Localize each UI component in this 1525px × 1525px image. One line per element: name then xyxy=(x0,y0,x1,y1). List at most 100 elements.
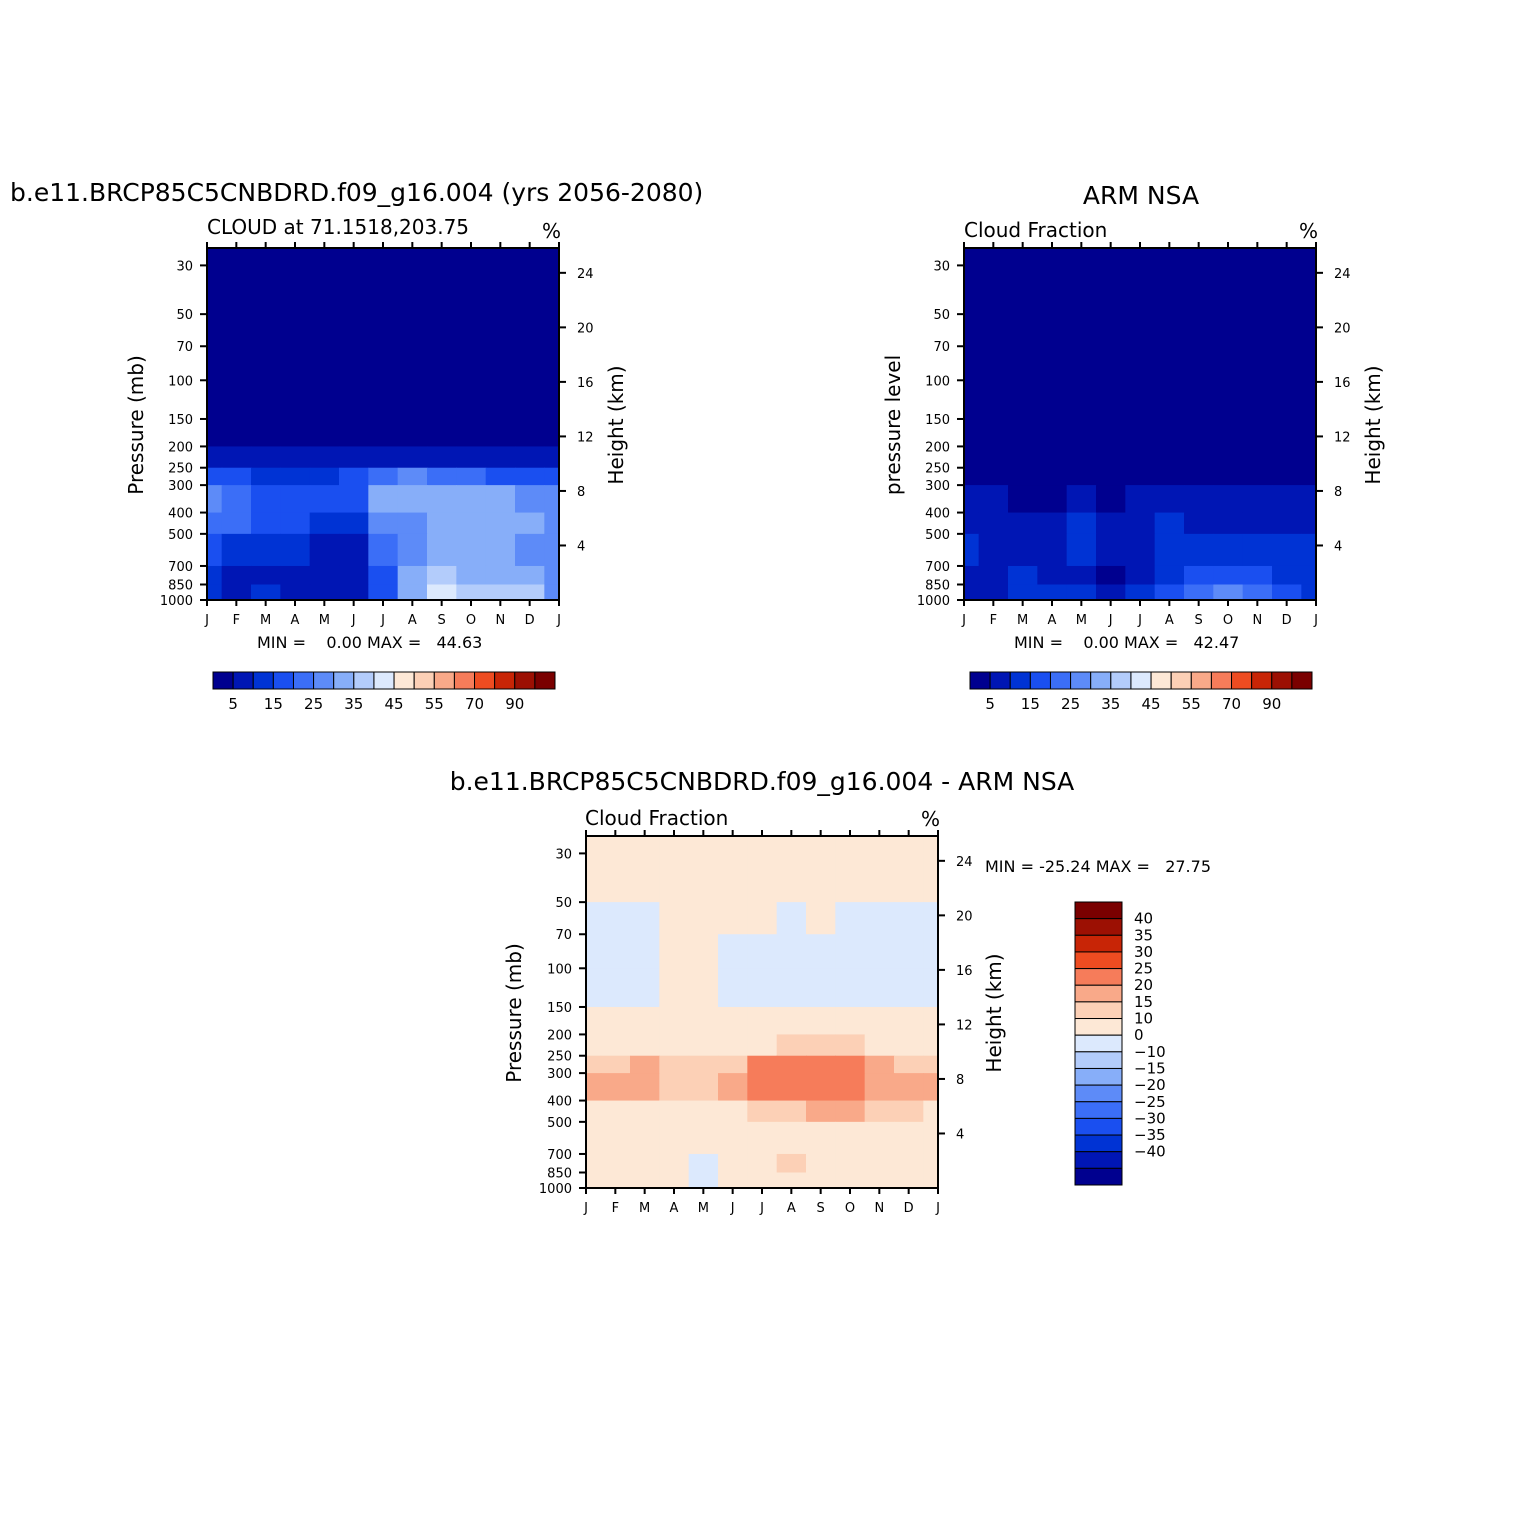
contour-cell xyxy=(835,1006,866,1036)
colorbar-swatch xyxy=(232,671,254,690)
contour-cell xyxy=(544,467,560,486)
x-tick-label: J xyxy=(351,613,356,628)
contour-cell xyxy=(1301,248,1317,266)
contour-cell xyxy=(1242,533,1273,567)
y-tick-label: 300 xyxy=(168,479,193,494)
contour-cell xyxy=(1301,533,1317,567)
x-tick-label: A xyxy=(291,613,300,628)
contour-cell xyxy=(1242,467,1273,486)
y-tick-label: 400 xyxy=(925,507,950,522)
contour-cell xyxy=(207,584,223,601)
contour-cell xyxy=(964,485,980,514)
contour-cell xyxy=(630,934,660,969)
contour-cell xyxy=(1008,248,1038,266)
x-tick-label: D xyxy=(904,1201,914,1216)
contour-cell xyxy=(251,446,281,469)
contour-cell xyxy=(207,485,223,514)
contour-cell xyxy=(1154,467,1185,486)
contour-cell xyxy=(1037,248,1068,266)
x-tick-label: J xyxy=(730,1201,735,1216)
colorbar-swatch xyxy=(969,671,991,690)
contour-cell xyxy=(688,836,719,854)
y-tick-label: 50 xyxy=(933,308,950,323)
contour-cell xyxy=(806,934,836,969)
contour-cell xyxy=(718,1034,748,1057)
contour-cell xyxy=(864,1172,895,1189)
contour-cell xyxy=(515,265,545,420)
diff-ylabel: Pressure (mb) xyxy=(502,943,526,1083)
contour-cell xyxy=(600,1121,631,1155)
x-tick-label: J xyxy=(935,1201,940,1216)
contour-cell xyxy=(1125,248,1156,266)
contour-cell xyxy=(515,467,545,486)
x-tick-label: J xyxy=(380,613,385,628)
x-tick-label: D xyxy=(1282,613,1292,628)
contour-cell xyxy=(207,418,223,448)
y2-tick-label: 24 xyxy=(577,267,594,282)
contour-cell xyxy=(1096,533,1126,567)
x-tick-label: M xyxy=(1076,613,1087,628)
contour-cell xyxy=(1125,265,1156,469)
colorbar-label: 45 xyxy=(385,695,404,713)
contour-cell xyxy=(806,968,836,1008)
colorbar-label: 55 xyxy=(425,695,444,713)
contour-cell xyxy=(835,1055,866,1074)
contour-cell xyxy=(600,934,631,969)
colorbar-swatch xyxy=(313,671,335,690)
contour-cell xyxy=(309,512,340,535)
contour-cell xyxy=(586,1172,602,1189)
contour-cell xyxy=(659,934,690,969)
x-tick-label: N xyxy=(874,1201,884,1216)
contour-cell xyxy=(1154,512,1185,535)
x-tick-label: A xyxy=(787,1201,796,1216)
contour-cell xyxy=(688,1153,719,1174)
colorbar-swatch xyxy=(1074,1001,1123,1020)
contour-cell xyxy=(747,1073,778,1102)
colorbar-label: 90 xyxy=(1262,695,1281,713)
y-tick-label: 700 xyxy=(925,560,950,575)
contour-cell xyxy=(1301,512,1317,535)
contour-cell xyxy=(894,1100,924,1123)
contour-cell xyxy=(688,1006,719,1036)
x-tick-label: J xyxy=(1108,613,1113,628)
contour-cell xyxy=(978,584,1009,601)
contour-cell xyxy=(251,248,281,266)
contour-cell xyxy=(485,467,516,486)
contour-cell xyxy=(978,512,1009,535)
colorbar-swatch xyxy=(474,671,496,690)
colorbar-swatch xyxy=(1291,671,1313,690)
contour-cell xyxy=(1154,533,1185,567)
colorbar-label: 15 xyxy=(264,695,283,713)
y-tick-label: 100 xyxy=(547,962,572,977)
contour-cell xyxy=(397,418,428,448)
contour-cell xyxy=(427,584,457,601)
obs-ylabel-right: Height (km) xyxy=(1361,365,1385,484)
colorbar-label: 5 xyxy=(228,695,238,713)
contour-cell xyxy=(1008,485,1038,514)
contour-cell xyxy=(776,1073,807,1102)
contour-cell xyxy=(1184,533,1214,567)
y-tick-label: 200 xyxy=(547,1028,572,1043)
contour-cell xyxy=(515,248,545,266)
colorbar-swatch xyxy=(1074,1018,1123,1036)
contour-cell xyxy=(586,1055,602,1074)
contour-cell xyxy=(600,1100,631,1123)
contour-cell xyxy=(1213,533,1244,567)
y-tick-label: 150 xyxy=(168,413,193,428)
contour-cell xyxy=(776,968,807,1008)
contour-cell xyxy=(485,446,516,469)
contour-cell xyxy=(456,248,487,266)
contour-cell xyxy=(864,853,895,903)
y-tick-label: 1000 xyxy=(539,1182,572,1197)
contour-cell xyxy=(1096,485,1126,514)
contour-cell xyxy=(1213,584,1244,601)
contour-cell xyxy=(776,934,807,969)
contour-cell xyxy=(339,565,369,586)
contour-cell xyxy=(806,1034,836,1057)
x-tick-label: N xyxy=(1252,613,1262,628)
colorbar-swatch xyxy=(413,671,435,690)
contour-cell xyxy=(1184,584,1214,601)
contour-cell xyxy=(485,485,516,514)
x-tick-label: M xyxy=(260,613,271,628)
